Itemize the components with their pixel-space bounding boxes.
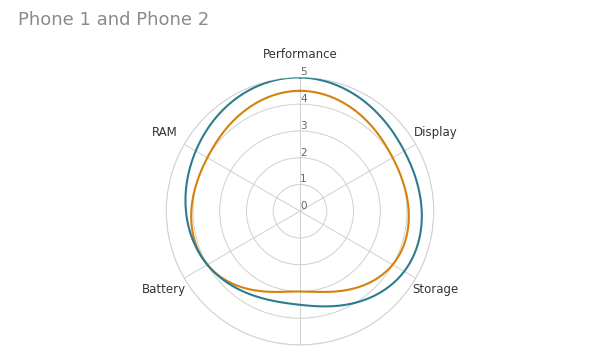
Text: Phone 1 and Phone 2: Phone 1 and Phone 2 — [18, 11, 209, 29]
Legend: Phone 1, Phone 2: Phone 1, Phone 2 — [223, 0, 377, 4]
